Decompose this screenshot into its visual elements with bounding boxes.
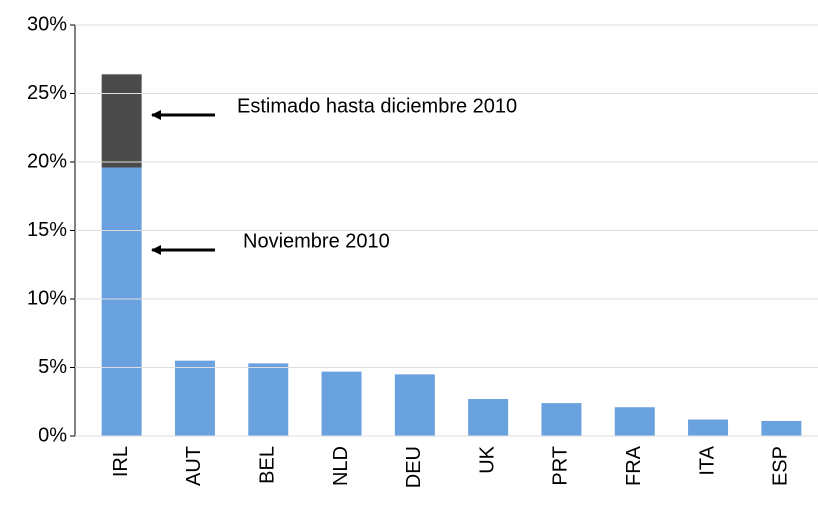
y-tick-label: 30%	[27, 13, 67, 35]
bar	[761, 420, 802, 436]
x-tick-label: AUT	[183, 446, 205, 486]
bar	[541, 403, 582, 436]
y-tick-label: 25%	[27, 82, 67, 104]
y-tick-label: 10%	[27, 287, 67, 309]
x-tick-label: PRT	[550, 446, 572, 486]
x-tick-label: BEL	[257, 446, 279, 484]
bar	[614, 407, 655, 436]
annotation: Noviembre 2010	[243, 230, 390, 252]
x-tick-label: ITA	[696, 445, 718, 475]
y-tick-label: 0%	[38, 424, 67, 446]
bar	[174, 360, 215, 436]
x-tick-label: ESP	[770, 446, 792, 486]
bar	[394, 374, 435, 436]
y-tick-label: 5%	[38, 356, 67, 378]
x-tick-label: IRL	[110, 446, 132, 477]
y-tick-label: 15%	[27, 219, 67, 241]
bar	[321, 371, 362, 436]
bar	[101, 167, 142, 437]
bar	[248, 363, 289, 436]
y-tick-label: 20%	[27, 150, 67, 172]
annotation: Estimado hasta diciembre 2010	[237, 95, 517, 117]
x-tick-label: FRA	[623, 445, 645, 486]
bar	[688, 419, 729, 436]
x-tick-label: NLD	[330, 446, 352, 486]
x-tick-label: UK	[476, 445, 498, 473]
bar	[468, 399, 509, 436]
bar	[101, 74, 142, 168]
x-tick-label: DEU	[403, 446, 425, 488]
